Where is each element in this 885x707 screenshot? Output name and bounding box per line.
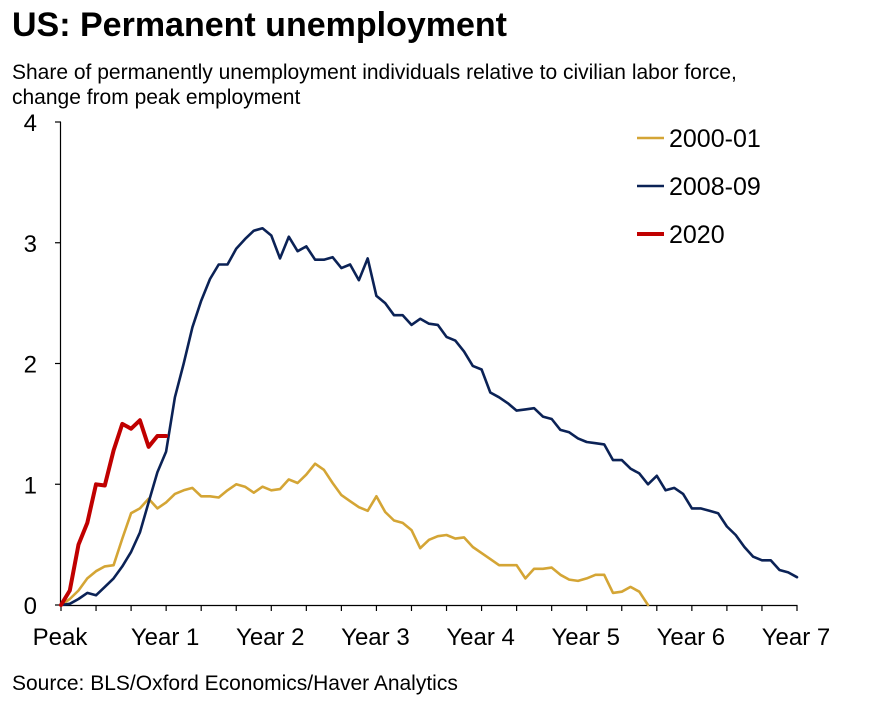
x-tick-label: Year 3 (341, 624, 410, 651)
series-line-2000-01 (59, 462, 650, 607)
x-tick-label: Year 7 (762, 624, 831, 651)
y-tick-label: 2 (24, 352, 37, 379)
legend-label-2000-01: 2000-01 (669, 125, 761, 153)
source-note: Source: BLS/Oxford Economics/Haver Analy… (12, 672, 458, 695)
legend-label-2020: 2020 (669, 221, 725, 249)
y-tick-label: 0 (24, 593, 37, 620)
chart-subtitle: Share of permanently unemployment indivi… (12, 60, 872, 110)
subtitle-line-1: Share of permanently unemployment indivi… (12, 61, 737, 84)
subtitle-line-2: change from peak employment (12, 86, 301, 109)
x-tick-label: Year 4 (446, 624, 515, 651)
y-tick-label: 4 (24, 110, 37, 137)
x-tick-label: Peak (33, 624, 89, 651)
x-tick-label: Year 5 (551, 624, 620, 651)
chart-title: US: Permanent unemployment (12, 6, 507, 44)
series-line-2020 (59, 418, 169, 607)
legend-label-2008-09: 2008-09 (669, 173, 761, 201)
x-tick-label: Year 6 (657, 624, 726, 651)
x-tick-label: Year 2 (236, 624, 305, 651)
y-tick-label: 3 (24, 231, 37, 258)
x-tick-label: Year 1 (131, 624, 200, 651)
y-tick-label: 1 (24, 472, 37, 499)
series-line-2008-09 (59, 227, 799, 607)
